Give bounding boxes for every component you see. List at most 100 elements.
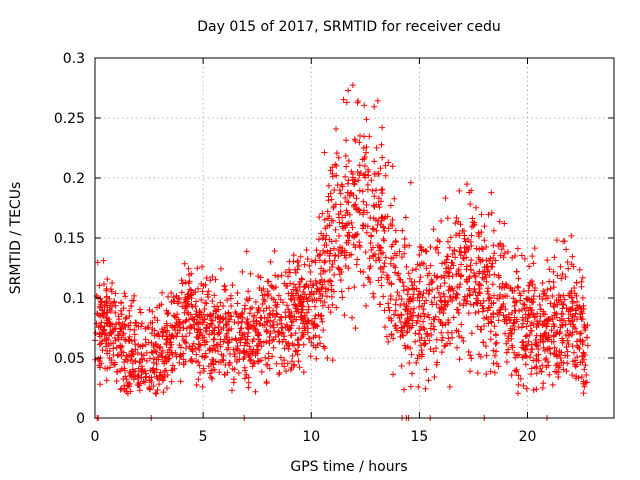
data-point bbox=[581, 321, 588, 328]
data-point bbox=[245, 374, 252, 381]
data-point bbox=[160, 329, 167, 336]
data-point bbox=[371, 158, 378, 165]
data-point bbox=[96, 282, 103, 289]
data-point bbox=[449, 251, 456, 258]
data-point bbox=[146, 377, 153, 384]
data-point bbox=[187, 357, 194, 364]
data-point bbox=[186, 286, 193, 293]
data-point bbox=[483, 257, 490, 264]
data-point bbox=[427, 325, 434, 332]
data-point bbox=[509, 322, 516, 329]
data-point bbox=[180, 361, 187, 368]
data-point bbox=[140, 369, 147, 376]
data-point bbox=[416, 297, 423, 304]
data-point bbox=[569, 317, 576, 324]
data-point bbox=[301, 284, 308, 291]
data-point bbox=[268, 295, 275, 302]
data-point bbox=[372, 257, 379, 264]
data-point bbox=[446, 244, 453, 251]
data-point bbox=[121, 321, 128, 328]
data-point bbox=[418, 244, 425, 251]
data-point bbox=[205, 363, 212, 370]
data-point bbox=[350, 192, 357, 199]
data-point bbox=[582, 362, 589, 369]
data-point bbox=[489, 281, 496, 288]
data-point bbox=[217, 314, 224, 321]
data-point bbox=[360, 269, 367, 276]
data-point bbox=[329, 263, 336, 270]
data-point bbox=[136, 387, 143, 394]
data-point bbox=[560, 359, 567, 366]
data-point bbox=[251, 325, 258, 332]
data-point bbox=[404, 308, 411, 315]
data-point bbox=[413, 359, 420, 366]
data-point bbox=[197, 342, 204, 349]
data-point bbox=[301, 312, 308, 319]
data-point bbox=[285, 306, 292, 313]
data-point bbox=[528, 371, 535, 378]
data-point bbox=[185, 300, 192, 307]
data-point bbox=[403, 329, 410, 336]
data-point bbox=[368, 232, 375, 239]
data-point bbox=[131, 331, 138, 338]
data-point bbox=[312, 312, 319, 319]
data-point bbox=[226, 360, 233, 367]
data-point bbox=[208, 367, 215, 374]
data-point bbox=[360, 133, 367, 140]
data-point bbox=[563, 344, 570, 351]
data-point bbox=[237, 339, 244, 346]
data-point bbox=[291, 361, 298, 368]
data-point bbox=[211, 303, 218, 310]
data-point bbox=[461, 235, 468, 242]
data-point bbox=[290, 258, 297, 265]
data-point bbox=[564, 259, 571, 266]
data-point bbox=[406, 360, 413, 367]
data-point bbox=[132, 320, 139, 327]
data-point bbox=[168, 290, 175, 297]
data-point bbox=[351, 136, 358, 143]
data-point bbox=[535, 351, 542, 358]
data-point bbox=[416, 303, 423, 310]
data-point bbox=[364, 223, 371, 230]
data-point bbox=[490, 347, 497, 354]
data-point bbox=[300, 369, 307, 376]
data-point bbox=[129, 297, 136, 304]
data-point bbox=[253, 318, 260, 325]
data-point bbox=[122, 323, 129, 330]
data-point bbox=[112, 290, 119, 297]
data-point bbox=[424, 330, 431, 337]
x-axis-label: GPS time / hours bbox=[290, 459, 407, 475]
data-point bbox=[235, 320, 242, 327]
data-point bbox=[274, 301, 281, 308]
data-point bbox=[527, 349, 534, 356]
data-point bbox=[121, 290, 128, 297]
data-point bbox=[382, 254, 389, 261]
data-point bbox=[126, 337, 133, 344]
data-point bbox=[578, 330, 585, 337]
data-point bbox=[441, 272, 448, 279]
data-point bbox=[197, 369, 204, 376]
data-point bbox=[508, 372, 515, 379]
data-point bbox=[288, 364, 295, 371]
data-point bbox=[356, 209, 363, 216]
data-point bbox=[339, 223, 346, 230]
data-point bbox=[134, 349, 141, 356]
data-point bbox=[138, 351, 145, 358]
data-point bbox=[99, 306, 106, 313]
data-point bbox=[425, 311, 432, 318]
data-point bbox=[483, 243, 490, 250]
data-point bbox=[260, 339, 267, 346]
data-point bbox=[446, 293, 453, 300]
data-point bbox=[443, 259, 450, 266]
data-point bbox=[188, 324, 195, 331]
data-point bbox=[158, 350, 165, 357]
data-point bbox=[564, 337, 571, 344]
data-point bbox=[319, 235, 326, 242]
data-point bbox=[321, 259, 328, 266]
data-point bbox=[243, 296, 250, 303]
data-point bbox=[103, 377, 110, 384]
data-point bbox=[151, 332, 158, 339]
data-point bbox=[345, 237, 352, 244]
data-point bbox=[569, 331, 576, 338]
data-point bbox=[265, 278, 272, 285]
